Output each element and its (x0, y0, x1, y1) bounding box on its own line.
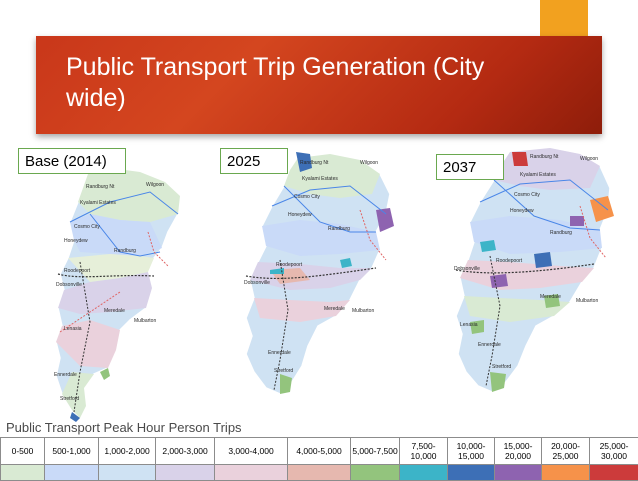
legend-swatch (156, 465, 215, 481)
map-place-label: Dobsonville (244, 280, 270, 286)
legend-range-label: 1,000-2,000 (99, 438, 156, 465)
legend-swatch (45, 465, 99, 481)
map-label-base: Base (2014) (18, 148, 126, 174)
legend-range-label: 2,000-3,000 (156, 438, 215, 465)
map-place-label: Randburg (328, 226, 350, 232)
map-place-label: Mulbarton (352, 308, 374, 314)
legend-swatch (495, 465, 542, 481)
map-place-label: Meredale (324, 306, 345, 312)
map-place-label: Kyalami Estates (302, 176, 338, 182)
map-place-label: Dobsonville (56, 282, 82, 288)
map-place-label: Lenasia (460, 322, 478, 328)
map-place-label: Randburg (550, 230, 572, 236)
map-place-label: Honeydew (510, 208, 534, 214)
map-place-label: Wilgoon (146, 182, 164, 188)
legend-range-label: 0-500 (1, 438, 45, 465)
legend-range-label: 15,000-20,000 (495, 438, 542, 465)
map-place-label: Kyalami Estates (80, 200, 116, 206)
legend-range-label: 7,500-10,000 (400, 438, 448, 465)
map-place-label: Roodepoort (64, 268, 91, 274)
map-place-label: Randburg (114, 248, 136, 254)
map-place-label: Randburg Nt (300, 160, 329, 166)
map-place-label: Cosmo City (74, 224, 100, 230)
map-place-label: Ennerdale (54, 372, 77, 378)
legend-range-label: 5,000-7,500 (351, 438, 400, 465)
legend-range-label: 3,000-4,000 (215, 438, 288, 465)
map-label-2037: 2037 (436, 154, 504, 180)
map-place-label: Cosmo City (514, 192, 540, 198)
legend-swatch (590, 465, 638, 481)
map-2025: Randburg Nt Wilgoon Kyalami Estates Cosm… (240, 150, 405, 408)
map-place-label: Mulbarton (134, 318, 156, 324)
map-place-label: Honeydew (64, 238, 88, 244)
legend-swatch (215, 465, 288, 481)
legend-swatch (1, 465, 45, 481)
slide-title: Public Transport Trip Generation (City w… (66, 52, 526, 114)
map-label-2025: 2025 (220, 148, 288, 174)
legend-range-label: 500-1,000 (45, 438, 99, 465)
map-place-label: Wilgoon (580, 156, 598, 162)
map-place-label: Roodepoort (276, 262, 303, 268)
legend-range-label: 25,000-30,000 (590, 438, 638, 465)
map-place-label: Dobsonville (454, 266, 480, 272)
map-place-label: Honeydew (288, 212, 312, 218)
map-place-label: Mulbarton (576, 298, 598, 304)
map-place-label: Meredale (540, 294, 561, 300)
legend-labels-row: 0-500 500-1,000 1,000-2,000 2,000-3,000 … (1, 438, 638, 465)
legend-swatch (542, 465, 590, 481)
map-place-label: Ennerdale (478, 342, 501, 348)
legend-range-label: 20,000-25,000 (542, 438, 590, 465)
map-place-label: Stretford (60, 396, 79, 402)
map-place-label: Lenasia (64, 326, 82, 332)
legend-swatches-row (1, 465, 638, 481)
map-2037: Randburg Nt Wilgoon Kyalami Estates Cosm… (450, 146, 630, 394)
map-place-label: Stretford (274, 368, 293, 374)
legend-swatch (448, 465, 495, 481)
map-place-label: Randburg Nt (530, 154, 559, 160)
map-place-label: Wilgoon (360, 160, 378, 166)
legend-swatch (351, 465, 400, 481)
legend-range-label: 4,000-5,000 (288, 438, 351, 465)
legend-table: 0-500 500-1,000 1,000-2,000 2,000-3,000 … (0, 437, 638, 481)
map-place-label: Cosmo City (294, 194, 320, 200)
map-place-label: Randburg Nt (86, 184, 115, 190)
map-base-2014: Randburg Nt Wilgoon Kyalami Estates Cosm… (50, 162, 200, 424)
legend-swatch (99, 465, 156, 481)
map-place-label: Roodepoort (496, 258, 523, 264)
map-place-label: Meredale (104, 308, 125, 314)
map-place-label: Ennerdale (268, 350, 291, 356)
map-place-label: Stretford (492, 364, 511, 370)
legend-swatch (400, 465, 448, 481)
legend-swatch (288, 465, 351, 481)
legend-range-label: 10,000-15,000 (448, 438, 495, 465)
map-place-label: Kyalami Estates (520, 172, 556, 178)
legend-title: Public Transport Peak Hour Person Trips (6, 420, 242, 435)
